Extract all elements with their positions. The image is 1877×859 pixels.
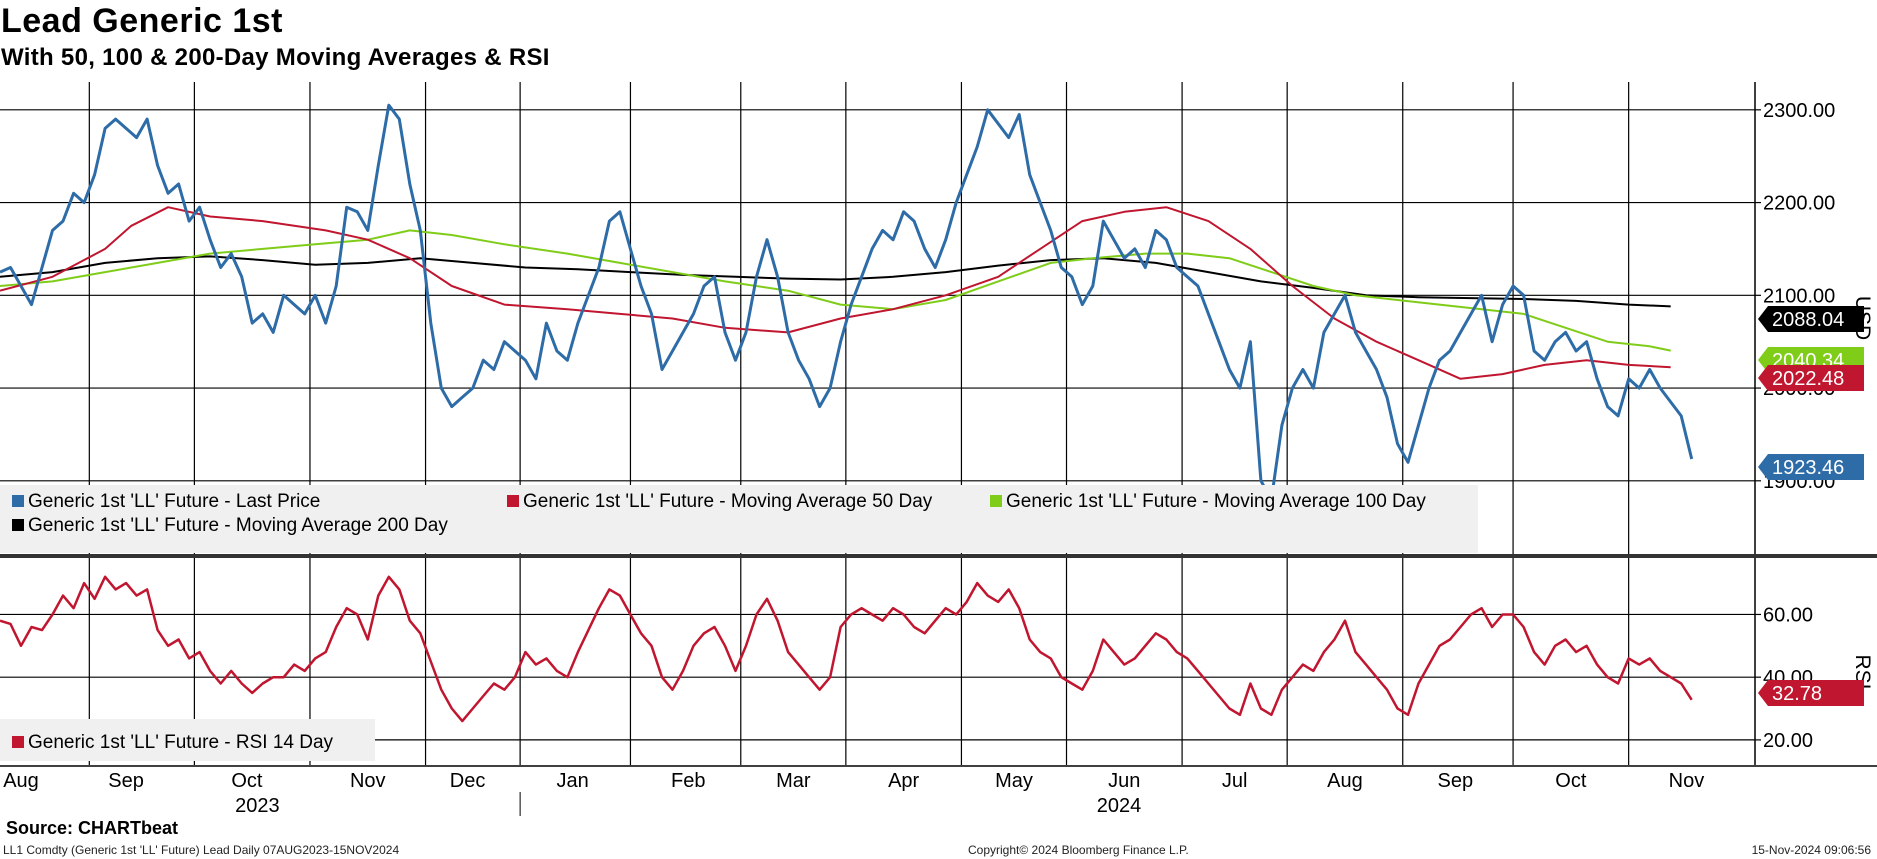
month-label: Mar: [776, 770, 811, 792]
rsi-series: [0, 575, 1693, 723]
month-label: Apr: [888, 770, 919, 792]
end-label-2: 2022.48: [1772, 368, 1844, 390]
price-series-line-2: [0, 229, 1671, 352]
end-label-3: 1923.46: [1772, 457, 1844, 479]
footer-description: LL1 Comdty (Generic 1st 'LL' Future) Lea…: [3, 843, 400, 857]
rsi-legend: Generic 1st 'LL' Future - RSI 14 Day: [0, 719, 375, 761]
price-series-line-3: [0, 255, 1671, 308]
month-label: Nov: [350, 770, 386, 792]
price-y-tick-label: 2100.00: [1763, 285, 1835, 307]
legend-swatch: [507, 495, 519, 507]
end-label-1-tag: [1758, 306, 1864, 332]
price-legend-box: [0, 485, 1478, 553]
rsi-y-tick-label: 20.00: [1763, 730, 1813, 752]
end-label-1: 2088.04: [1772, 309, 1844, 331]
month-label: Aug: [1327, 770, 1363, 792]
end-label-rsi: 32.78: [1772, 683, 1822, 705]
month-label: Nov: [1669, 770, 1705, 792]
month-label: May: [995, 770, 1033, 792]
price-series-line-0: [0, 103, 1694, 501]
price-legend: Generic 1st 'LL' Future - Last Price Gene…: [0, 485, 1478, 553]
price-series-line-1: [0, 206, 1671, 380]
price-y-tick-label: 2300.00: [1763, 100, 1835, 122]
footer-timestamp: 15-Nov-2024 09:06:56: [1751, 843, 1871, 857]
price-gridlines: [0, 109, 1755, 482]
rsi-series-line: [0, 575, 1693, 723]
price-y-tick-label: 2200.00: [1763, 193, 1835, 215]
end-label-2-tag: [1758, 365, 1864, 391]
legend-swatch: [12, 495, 24, 507]
legend-swatch: [990, 495, 1002, 507]
chart-title: Lead Generic 1st: [1, 2, 284, 40]
month-label: Jul: [1222, 770, 1248, 792]
legend-label: Generic 1st 'LL' Future - Moving Average…: [523, 491, 933, 512]
legend-swatch: [12, 519, 24, 531]
month-label: Dec: [450, 770, 486, 792]
footer-copyright: Copyright© 2024 Bloomberg Finance L.P.: [968, 843, 1189, 857]
month-gridlines: [88, 82, 1630, 765]
legend-label: Generic 1st 'LL' Future - Moving Average…: [1006, 491, 1426, 512]
year-label: 2024: [1097, 795, 1142, 817]
month-label: Aug: [3, 770, 39, 792]
footer-source: Source: CHARTbeat: [6, 818, 179, 838]
rsi-legend-box: [0, 719, 375, 761]
month-label: Sep: [108, 770, 144, 792]
month-label: Jan: [557, 770, 589, 792]
rsi-y-tick-label: 60.00: [1763, 604, 1813, 626]
price-series: [0, 103, 1694, 501]
month-label: Sep: [1437, 770, 1473, 792]
legend-label: Generic 1st 'LL' Future - Moving Average…: [28, 515, 448, 536]
month-label: Jun: [1108, 770, 1140, 792]
legend-label: Generic 1st 'LL' Future - Last Price: [28, 491, 320, 512]
month-label: Feb: [671, 770, 705, 792]
y-tick-labels: 2300.002200.002100.002000.001900.0060.00…: [1755, 100, 1874, 752]
month-label: Oct: [1555, 770, 1587, 792]
legend-swatch: [12, 736, 24, 748]
chart-subtitle: With 50, 100 & 200-Day Moving Averages &…: [1, 44, 550, 71]
x-tick-labels: Aug Sep Oct Nov Dec Jan Feb Mar Apr May Jun Jul Aug S…: [3, 770, 1704, 817]
year-label: 2023: [235, 795, 280, 817]
end-label-rsi-tag: [1758, 680, 1864, 706]
axes: [0, 82, 1877, 816]
legend-label: Generic 1st 'LL' Future - RSI 14 Day: [28, 732, 334, 753]
end-label-3-tag: [1758, 454, 1864, 480]
month-label: Oct: [231, 770, 263, 792]
